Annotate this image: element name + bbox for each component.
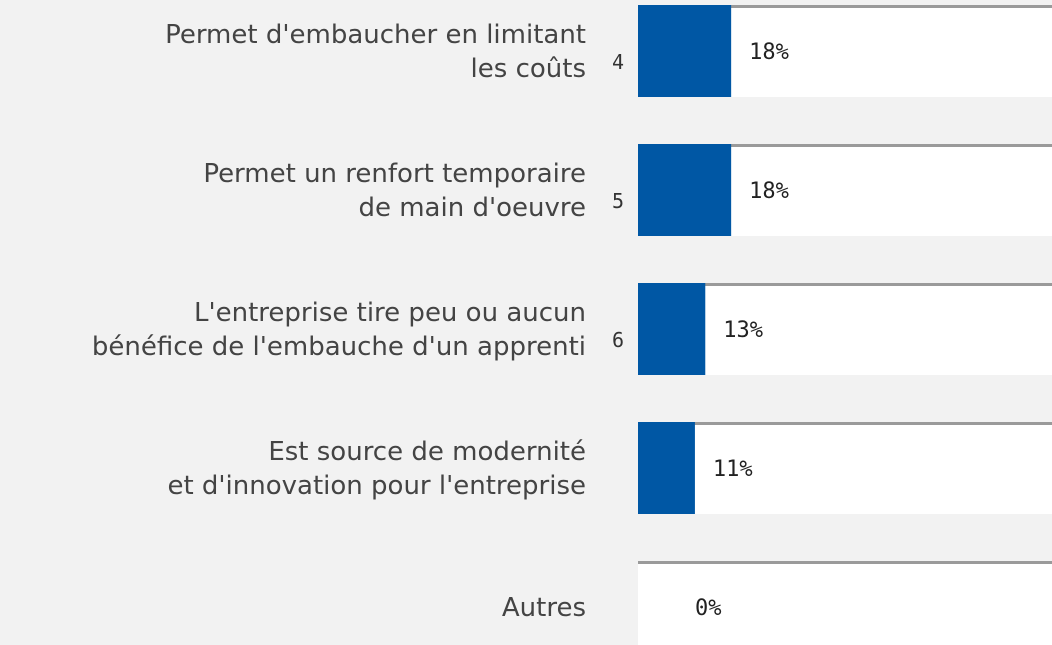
value-label: 18% [749,179,789,204]
value-label: 18% [749,40,789,65]
bar [638,422,695,514]
category-line: Permet d'embaucher en limitant [165,20,586,50]
row-shadow [638,5,1052,8]
bar [638,283,706,375]
category-line: L'entreprise tire peu ou aucun [194,298,586,328]
row-box [638,422,1052,514]
bar [638,144,732,236]
rank-label: 4 [612,50,624,74]
row-shadow [638,561,1052,564]
row-shadow [638,144,1052,147]
bar [638,5,732,97]
rank-label: 6 [612,328,624,352]
category-label: Permet un renfort temporaire de main d'oe… [203,159,586,223]
category-line: Permet un renfort temporaire [203,159,586,189]
row-box [638,283,1052,375]
value-label: 13% [723,318,763,343]
category-line: les coûts [471,54,586,84]
category-line: et d'innovation pour l'entreprise [167,471,586,501]
category-label: Est source de modernité et d'innovation p… [167,437,586,501]
value-label: 0% [695,596,722,621]
category-label: L'entreprise tire peu ou aucun bénéfice d… [92,298,586,362]
rank-label: 5 [612,189,624,213]
category-line: de main d'oeuvre [358,193,586,223]
category-line: Autres [502,593,586,623]
category-label: Autres [502,593,586,623]
row-box [638,561,1052,645]
row-shadow [638,283,1052,286]
category-label: Permet d'embaucher en limitant les coûts [165,20,586,84]
category-line: bénéfice de l'embauche d'un apprenti [92,332,586,362]
category-line: Est source de modernité [268,437,586,467]
value-label: 11% [713,457,753,482]
row-shadow [638,422,1052,425]
